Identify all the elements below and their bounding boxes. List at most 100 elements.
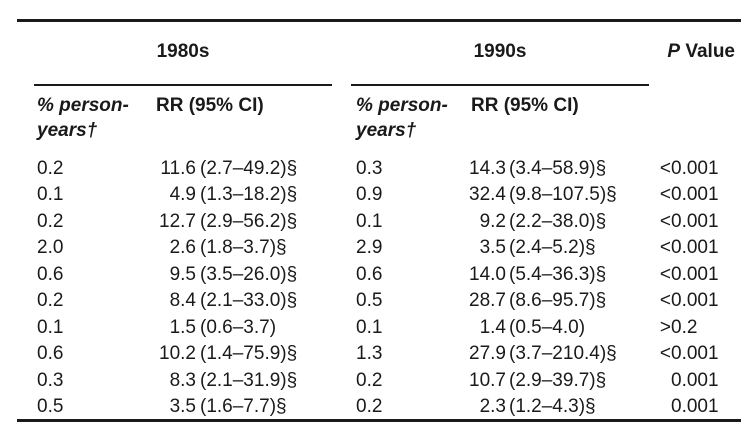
group-header-1990s: 1990s — [473, 41, 527, 62]
p-value-header: P Value — [585, 41, 735, 63]
ci-1980s-value: (3.5–26.0)§ — [200, 263, 298, 285]
ci-1980s-value: (1.8–3.7)§ — [200, 237, 287, 259]
p-value-prefix: > — [659, 316, 671, 338]
person-years-1980s-cell: 2.0 — [37, 237, 64, 259]
rr-1990s-value: 28.7 — [469, 290, 506, 312]
ci-1980s-value: (2.9–56.2)§ — [200, 210, 298, 232]
p-value-cell: 0.001 — [671, 237, 719, 259]
person-years-1980s-cell: 0.6 — [37, 343, 64, 365]
group-rule-1990s — [351, 84, 649, 86]
person-years-1990s-cell: 0.1 — [356, 210, 383, 232]
person-years-1980s-cell: 0.5 — [37, 395, 64, 417]
rr-1990s-value: 32.4 — [469, 184, 506, 206]
p-value-header-p: P — [667, 41, 681, 62]
rr-1980s-value: 3.5 — [169, 395, 196, 417]
person-years-1980s-cell: 0.2 — [37, 158, 64, 179]
col-header-rr-ci-1990s: RR (95% CI) — [471, 95, 579, 116]
p-value-prefix: < — [659, 343, 671, 365]
col-header-person-years-line1: % person- — [356, 95, 448, 116]
col-header-person-years-1990s: % person- years† — [356, 93, 448, 143]
table-row: 0.1 1.5 (0.6–3.7) 0.1 1.4 (0.5–4.0) >0.2 — [0, 315, 750, 341]
p-value-prefix: < — [659, 237, 671, 259]
ci-1980s-value: (2.7–49.2)§ — [200, 158, 298, 179]
table-row: 0.3 8.3 (2.1–31.9)§ 0.2 10.7 (2.9–39.7)§ 0.001 — [0, 368, 750, 394]
person-years-1980s-cell: 0.2 — [37, 210, 64, 232]
group-rule-1980s — [34, 84, 332, 86]
person-years-1990s-cell: 0.3 — [356, 158, 383, 179]
ci-1990s-value: (2.9–39.7)§ — [509, 369, 607, 391]
rr-1980s-value: 8.3 — [169, 369, 196, 391]
ci-1980s-value: (1.3–18.2)§ — [200, 184, 298, 206]
person-years-1980s-cell: 0.2 — [37, 290, 64, 312]
col-header-person-years-line1: % person- — [37, 95, 129, 116]
person-years-1990s-cell: 2.9 — [356, 237, 383, 259]
p-value-cell: 0.001 — [671, 263, 719, 285]
person-years-1990s-cell: 0.2 — [356, 369, 383, 391]
person-years-1980s-cell: 0.1 — [37, 184, 64, 206]
bottom-rule — [17, 419, 741, 422]
rr-1980s-value: 1.5 — [169, 316, 196, 338]
rr-1980s-value: 9.5 — [169, 263, 196, 285]
ci-1980s-value: (1.4–75.9)§ — [200, 343, 298, 365]
person-years-1980s-cell: 0.3 — [37, 369, 64, 391]
ci-1990s-value: (3.4–58.9)§ — [509, 158, 607, 179]
p-value-cell: 0.001 — [671, 210, 719, 232]
person-years-1980s-cell: 0.6 — [37, 263, 64, 285]
rr-1980s-value: 2.6 — [169, 237, 196, 259]
p-value-prefix: < — [659, 184, 671, 206]
p-value-cell: 0.001 — [671, 395, 719, 417]
person-years-1990s-cell: 0.2 — [356, 395, 383, 417]
table-row: 2.0 2.6 (1.8–3.7)§ 2.9 3.5 (2.4–5.2)§ <0.001 — [0, 235, 750, 261]
p-value-cell: 0.001 — [671, 184, 719, 206]
ci-1980s-value: (2.1–33.0)§ — [200, 290, 298, 312]
p-value-prefix: < — [659, 290, 671, 312]
p-value-prefix: < — [659, 158, 671, 179]
rr-1990s-value: 14.0 — [469, 263, 506, 285]
rr-1990s-value: 10.7 — [469, 369, 506, 391]
ci-1990s-value: (1.2–4.3)§ — [509, 395, 596, 417]
rr-1990s-value: 3.5 — [479, 237, 506, 259]
rr-1990s-value: 1.4 — [479, 316, 506, 338]
person-years-1990s-cell: 1.3 — [356, 343, 383, 365]
col-header-person-years-line2: years† — [356, 120, 417, 141]
table-row: 0.1 4.9 (1.3–18.2)§ 0.9 32.4 (9.8–107.5)§ <0.0… — [0, 182, 750, 208]
ci-1990s-value: (5.4–36.3)§ — [509, 263, 607, 285]
rr-1990s-value: 2.3 — [479, 395, 506, 417]
table-row: 0.6 10.2 (1.4–75.9)§ 1.3 27.9 (3.7–210.4)§ <0.… — [0, 341, 750, 367]
ci-1990s-value: (9.8–107.5)§ — [509, 184, 617, 206]
rr-1990s-value: 14.3 — [469, 158, 506, 179]
ci-1990s-value: (2.2–38.0)§ — [509, 210, 607, 232]
person-years-1990s-cell: 0.9 — [356, 184, 383, 206]
p-value-cell: 0.001 — [671, 290, 719, 312]
ci-1990s-value: (0.5–4.0) — [509, 316, 586, 338]
top-rule — [17, 19, 741, 22]
p-value-cell: 0.001 — [671, 369, 719, 391]
table-body: 0.2 11.6 (2.7–49.2)§ 0.3 14.3 (3.4–58.9)§ <0.0… — [0, 156, 750, 420]
rr-1990s-value: 9.2 — [479, 210, 506, 232]
ci-1990s-value: (8.6–95.7)§ — [509, 290, 607, 312]
rr-1980s-value: 12.7 — [159, 210, 196, 232]
p-value-header-rest: Value — [680, 41, 735, 62]
p-value-cell: 0.001 — [671, 343, 719, 365]
p-value-cell: 0.2 — [671, 316, 698, 338]
group-header-1980s: 1980s — [156, 41, 210, 62]
person-years-1980s-cell: 0.1 — [37, 316, 64, 338]
table-row: 0.2 11.6 (2.7–49.2)§ 0.3 14.3 (3.4–58.9)§ <0.0… — [0, 156, 750, 182]
table-row: 0.5 3.5 (1.6–7.7)§ 0.2 2.3 (1.2–4.3)§ 0.001 — [0, 394, 750, 420]
person-years-1990s-cell: 0.6 — [356, 263, 383, 285]
ci-1990s-value: (3.7–210.4)§ — [509, 343, 617, 365]
table-row: 0.6 9.5 (3.5–26.0)§ 0.6 14.0 (5.4–36.3)§ <0.00… — [0, 262, 750, 288]
rr-1980s-value: 4.9 — [169, 184, 196, 206]
rr-1980s-value: 8.4 — [169, 290, 196, 312]
col-header-person-years-line2: years† — [37, 120, 98, 141]
col-header-person-years-1980s: % person- years† — [37, 93, 129, 143]
person-years-1990s-cell: 0.1 — [356, 316, 383, 338]
person-years-1990s-cell: 0.5 — [356, 290, 383, 312]
rr-1990s-value: 27.9 — [469, 343, 506, 365]
p-value-prefix: < — [659, 263, 671, 285]
table-row: 0.2 12.7 (2.9–56.2)§ 0.1 9.2 (2.2–38.0)§ <0.00… — [0, 209, 750, 235]
rr-1980s-value: 11.6 — [160, 158, 196, 179]
ci-1980s-value: (1.6–7.7)§ — [200, 395, 287, 417]
p-value-prefix: < — [659, 210, 671, 232]
